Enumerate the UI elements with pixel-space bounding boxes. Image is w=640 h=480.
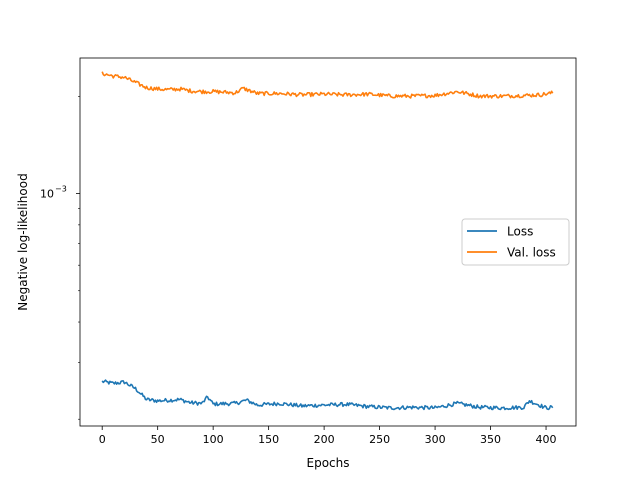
y-axis-ticks: 10 −3 bbox=[40, 96, 80, 420]
y-tick-label-exponent: −3 bbox=[55, 185, 67, 194]
x-tick-label: 200 bbox=[314, 433, 335, 446]
x-tick-label: 100 bbox=[203, 433, 224, 446]
x-axis-label: Epochs bbox=[307, 456, 350, 470]
y-tick-label: 10 bbox=[40, 188, 54, 201]
axes-frame bbox=[79, 57, 577, 427]
series-line-val-loss bbox=[101, 71, 554, 99]
series-layer bbox=[101, 71, 554, 411]
y-axis-label: Negative log-likelihood bbox=[16, 173, 30, 310]
legend-label-loss: Loss bbox=[507, 225, 533, 239]
x-tick-label: 350 bbox=[480, 433, 501, 446]
x-tick-label: 250 bbox=[369, 433, 390, 446]
x-tick-label: 150 bbox=[258, 433, 279, 446]
x-tick-label: 400 bbox=[536, 433, 557, 446]
legend: Loss Val. loss bbox=[461, 218, 570, 266]
x-tick-label: 0 bbox=[99, 433, 106, 446]
x-tick-label: 50 bbox=[151, 433, 165, 446]
legend-label-val-loss: Val. loss bbox=[507, 246, 556, 260]
x-tick-label: 300 bbox=[425, 433, 446, 446]
series-line-loss bbox=[101, 379, 554, 411]
x-axis-ticks: 0 50 100 150 200 250 300 350 400 bbox=[99, 426, 557, 446]
